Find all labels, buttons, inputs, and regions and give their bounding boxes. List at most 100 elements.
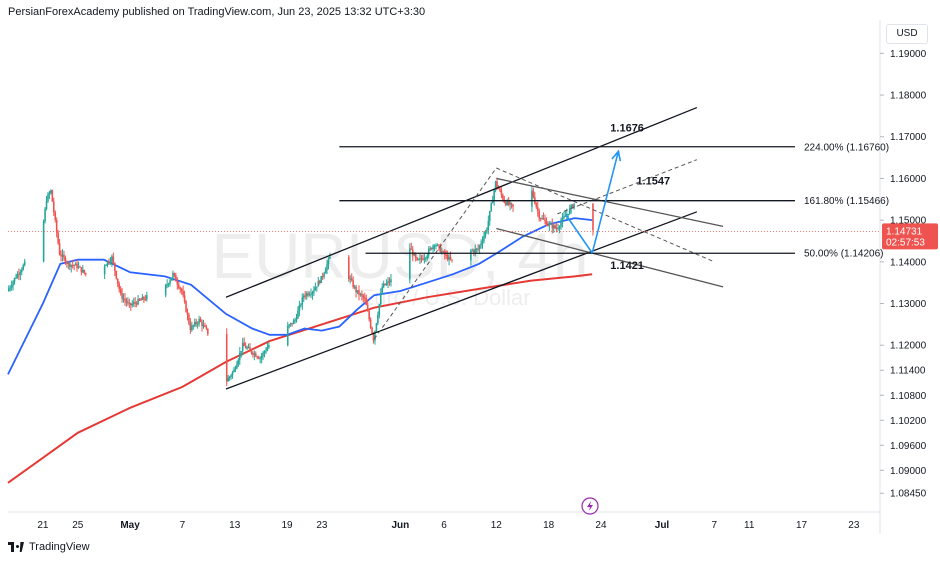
candle-body	[231, 371, 234, 376]
candle-body	[106, 261, 109, 266]
x-tick-label: 23	[316, 520, 328, 531]
moving-average-slow	[7, 273, 593, 484]
candle-body	[432, 245, 434, 250]
candle-body	[16, 274, 19, 278]
candle-body	[70, 264, 73, 267]
candle-body	[445, 254, 447, 256]
candle-body	[541, 217, 543, 219]
candle-body	[82, 269, 84, 273]
candle-body	[430, 248, 433, 250]
x-tick-label: 7	[180, 520, 186, 531]
candle-body	[83, 269, 86, 273]
candle-body	[550, 223, 552, 225]
candle-body	[472, 250, 475, 253]
candle-body	[353, 286, 356, 288]
candle-body	[191, 325, 193, 331]
candle-body	[535, 203, 538, 207]
x-tick-label: 23	[848, 520, 860, 531]
candle-body	[61, 254, 64, 257]
candle-body	[297, 310, 299, 319]
candle-body	[365, 298, 368, 306]
x-tick-label: 19	[281, 520, 293, 531]
candle-body	[363, 297, 366, 299]
bar-countdown: 02:57:53	[886, 237, 925, 248]
candle-body	[18, 274, 20, 276]
candle-body	[263, 351, 266, 353]
candle-body	[124, 298, 126, 301]
candle-body	[51, 190, 54, 202]
candle-body	[509, 203, 511, 205]
candle-body	[286, 325, 289, 346]
currency-button[interactable]: USD	[886, 24, 928, 44]
chart-drawings: 224.00% (1.16760) 161.80% (1.15466) 50.00%…	[225, 106, 889, 390]
candle-body	[561, 217, 564, 223]
candle-body	[563, 216, 565, 218]
candle-body	[144, 299, 147, 301]
candle-body	[166, 284, 168, 286]
candle-body	[48, 193, 51, 195]
candle-body	[234, 368, 237, 370]
candle-body	[555, 227, 558, 229]
candle-body	[564, 215, 567, 217]
candle-body	[305, 293, 308, 297]
candle-body	[114, 262, 116, 271]
channel-line	[496, 227, 724, 288]
candle-body	[545, 220, 548, 226]
candle-body	[539, 218, 542, 220]
candle-body	[359, 293, 362, 295]
candle-body	[493, 190, 495, 201]
y-tick-label: 1.10800	[890, 391, 927, 402]
candle-body	[47, 194, 49, 202]
target-price-label: 1.1676	[610, 123, 644, 135]
candle-body	[426, 255, 429, 259]
candle-body	[7, 288, 10, 292]
candle-body	[542, 217, 545, 220]
y-tick-label: 1.15000	[890, 216, 927, 227]
candle-body	[510, 203, 513, 205]
candle-body	[103, 265, 106, 275]
candle-body	[571, 205, 574, 208]
price-axis[interactable]: 1.19000 1.18000 1.17000 1.16000 1.15000 1.140…	[880, 49, 927, 500]
candle-body	[446, 254, 449, 260]
candle-body	[494, 181, 497, 191]
candle-body	[425, 258, 427, 260]
y-tick-label: 1.17000	[890, 132, 927, 143]
candle-body	[544, 219, 546, 221]
candle-body	[76, 263, 78, 268]
candle-body	[379, 293, 382, 305]
candle-body	[130, 303, 132, 306]
time-axis[interactable]: 21 25 May 7 13 19 23 Jun 6 12 18 24 Jul 7 11 17 23	[37, 520, 860, 531]
candle-body	[141, 297, 144, 300]
candle-body	[388, 281, 391, 283]
tradingview-brand[interactable]: TradingView	[8, 541, 90, 553]
candle-body	[449, 256, 452, 260]
candle-body	[125, 300, 128, 303]
candle-body	[348, 256, 350, 279]
candle-body	[570, 205, 572, 209]
candle-body	[137, 298, 139, 305]
candle-body	[320, 276, 322, 284]
candle-body	[350, 278, 353, 281]
candle-body	[298, 305, 301, 311]
candle-body	[225, 333, 228, 382]
candle-body	[362, 295, 365, 298]
candle-body	[413, 253, 416, 256]
candle-body	[186, 311, 189, 315]
candle-body	[260, 355, 263, 359]
candle-body	[179, 287, 182, 290]
candle-body	[116, 278, 119, 284]
candle-body	[316, 286, 318, 288]
x-tick-label: 21	[37, 520, 49, 531]
candle-body	[371, 327, 373, 334]
y-tick-label: 1.12000	[890, 341, 927, 352]
candle-body	[266, 347, 269, 351]
candle-body	[310, 294, 312, 296]
candle-body	[487, 220, 490, 231]
candle-body	[317, 280, 320, 287]
candle-body	[77, 266, 80, 268]
candle-body	[318, 280, 321, 284]
grid-lines	[8, 20, 881, 534]
candle-body	[236, 364, 238, 369]
lightning-icon[interactable]	[581, 497, 599, 515]
